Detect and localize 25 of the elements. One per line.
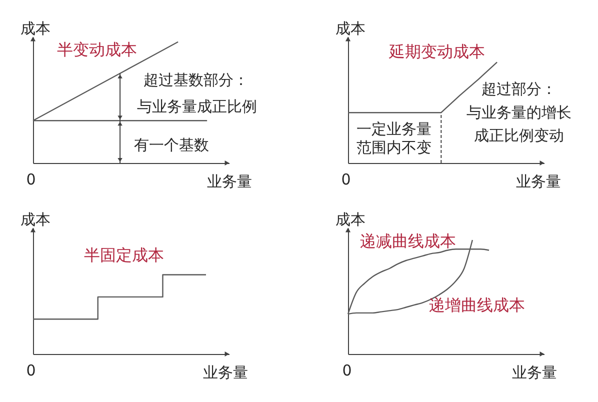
annotation: 超过基数部分： xyxy=(144,71,248,89)
x-axis-title: 业务量 xyxy=(512,364,557,382)
annotation: 一定业务量 xyxy=(356,120,432,138)
x-axis-title: 业务量 xyxy=(207,172,252,190)
y-axis-title: 成本 xyxy=(336,20,366,38)
y-axis-title: 成本 xyxy=(20,20,50,38)
text: 0 xyxy=(26,170,36,188)
annotation: 有一个基数 xyxy=(134,136,209,154)
y-axis-title: 成本 xyxy=(336,210,366,228)
chart-title: 半固定成本 xyxy=(84,246,164,264)
chart-title: 半变动成本 xyxy=(57,40,137,59)
x-axis-title: 业务量 xyxy=(203,364,248,382)
chart-title: 延期变动成本 xyxy=(388,42,485,61)
x-axis-title: 业务量 xyxy=(516,172,561,190)
text: 0 xyxy=(342,362,352,380)
series-label: 递减曲线成本 xyxy=(360,232,456,250)
annotation: 超过部分： xyxy=(482,80,556,98)
text: 0 xyxy=(341,170,351,188)
annotation: 与业务量的增长 xyxy=(466,104,572,122)
series-label: 递增曲线成本 xyxy=(429,296,525,314)
annotation: 与业务量成正比例 xyxy=(137,98,257,116)
annotation: 成正比例变动 xyxy=(474,126,564,144)
annotation: 范围内不变 xyxy=(356,138,432,156)
y-axis-title: 成本 xyxy=(20,210,50,228)
text: 0 xyxy=(26,362,36,380)
